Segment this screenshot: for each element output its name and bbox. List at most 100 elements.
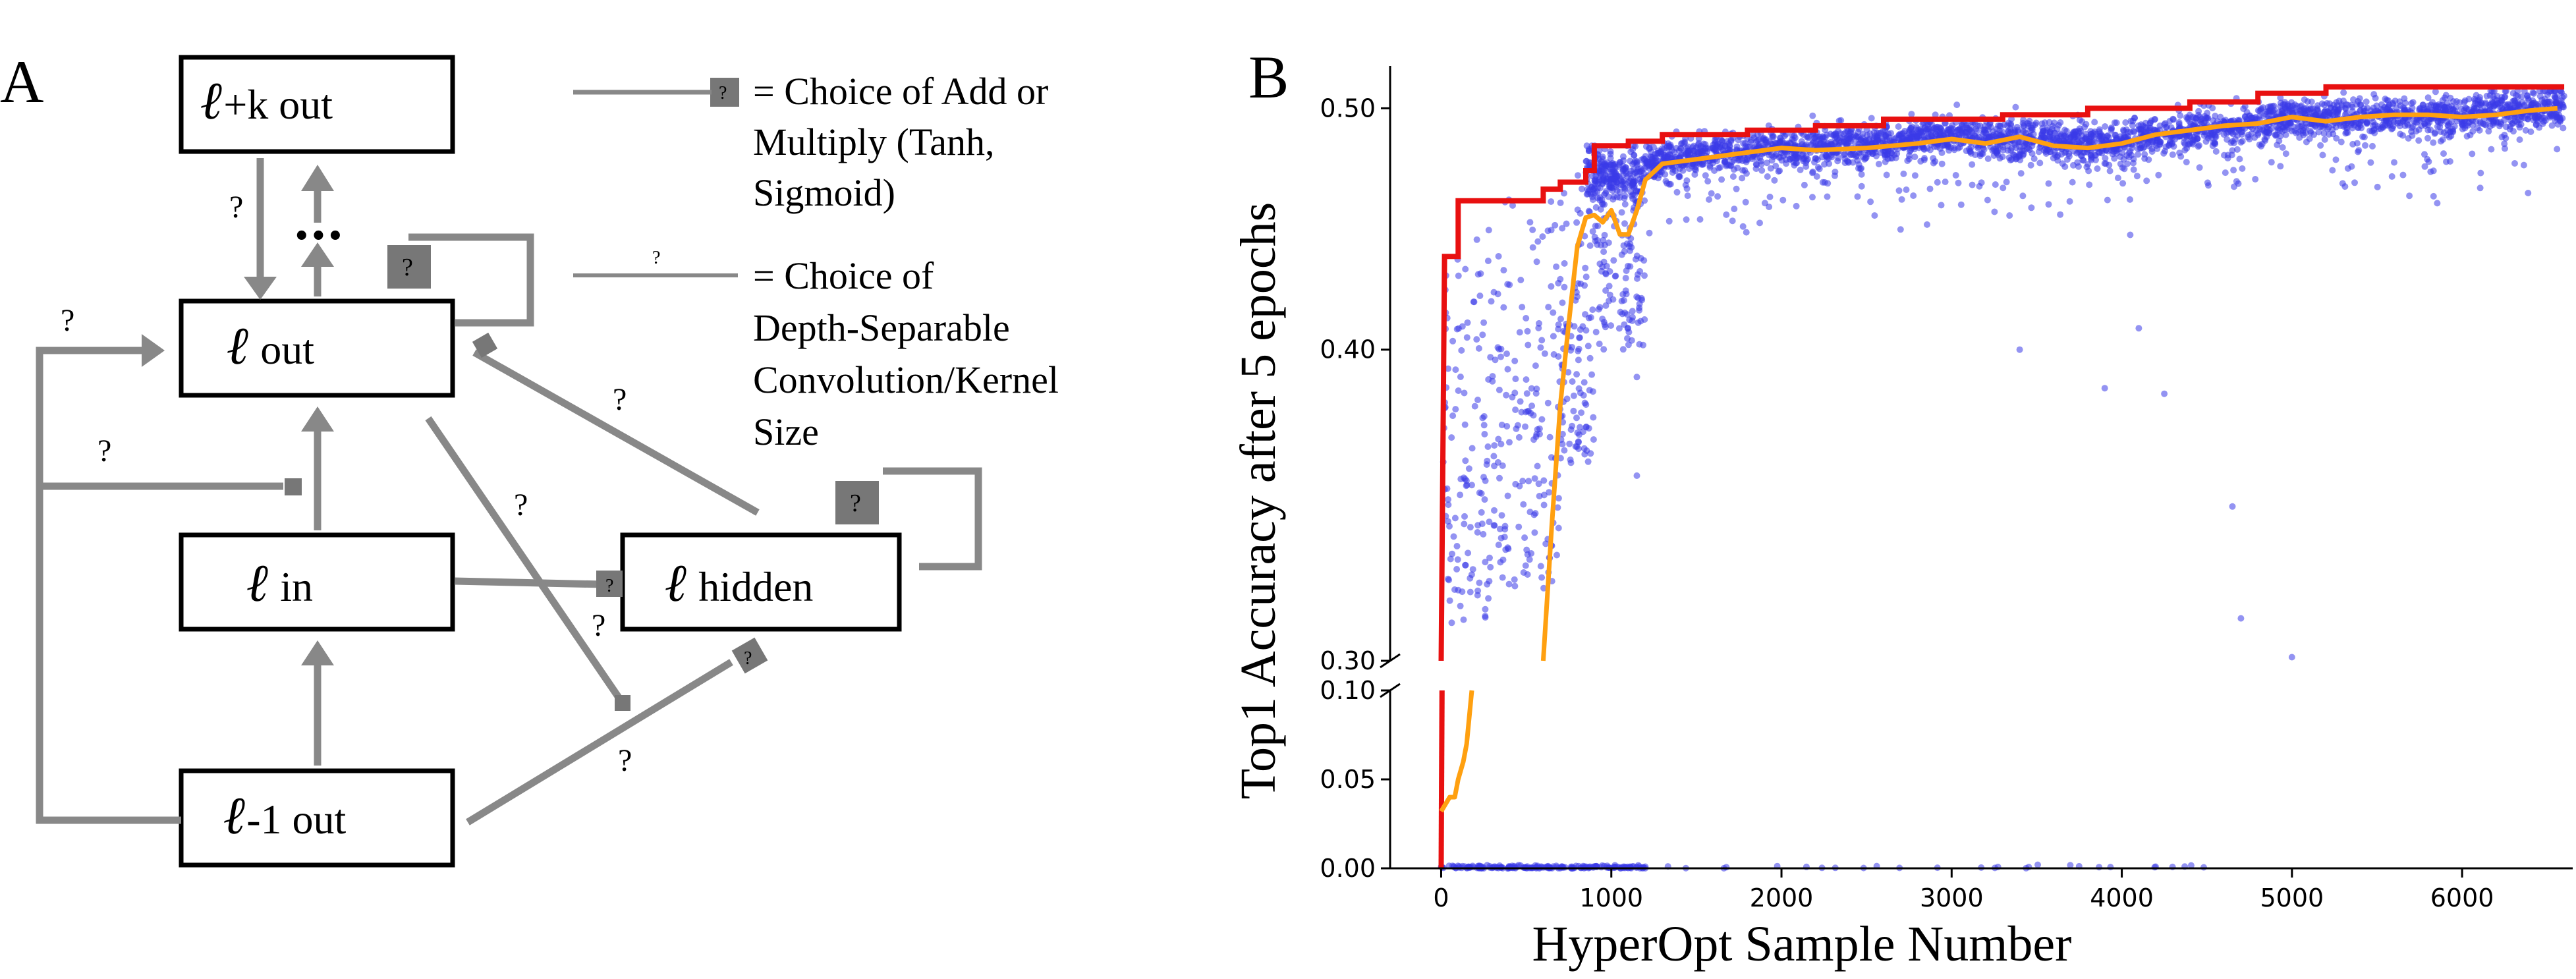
scatter-point: [1741, 167, 1749, 174]
scatter-point: [1898, 134, 1905, 142]
scatter-point: [1932, 111, 1939, 119]
scatter-point: [1976, 122, 1984, 129]
scatter-point: [2251, 134, 2258, 141]
scatter-point: [1924, 221, 1930, 228]
scatter-point: [2307, 106, 2314, 113]
scatter-point: [2106, 167, 2114, 175]
scatter-point: [1618, 251, 1625, 258]
scatter-point: [2382, 96, 2389, 103]
scatter-point: [1585, 314, 1592, 322]
scatter-point: [1661, 155, 1668, 162]
scatter-point: [2448, 132, 2455, 140]
scatter-point: [1951, 146, 1958, 154]
scatter-point: [1554, 504, 1561, 511]
scatter-point: [1511, 576, 1518, 583]
scatter-point: [1559, 225, 1566, 232]
scatter-point: [2035, 148, 2042, 155]
scatter-point: [2075, 163, 2082, 170]
scatter-point: [2536, 93, 2544, 99]
scatter-point: [2000, 184, 2007, 192]
scatter-point: [2361, 134, 2368, 140]
scatter-point: [2236, 117, 2243, 124]
scatter-point: [2096, 133, 2103, 140]
scatter-point: [1766, 204, 1773, 210]
svg-text:?: ?: [98, 434, 111, 468]
scatter-point: [1816, 165, 1823, 173]
scatter-point: [1481, 431, 1488, 437]
scatter-point: [1552, 221, 1559, 229]
scatter-point: [1500, 267, 1507, 274]
scatter-point: [2145, 156, 2152, 163]
scatter-point: [2321, 136, 2328, 143]
scatter-point: [1469, 482, 1475, 489]
scatter-point: [1582, 327, 1590, 334]
scatter-point: [1504, 366, 1511, 373]
scatter-point: [2107, 864, 2114, 871]
scatter-point: [2141, 151, 2148, 158]
scatter-point: [1474, 592, 1481, 599]
scatter-point: [2424, 121, 2432, 128]
scatter-point: [1484, 258, 1492, 264]
scatter-point: [1577, 326, 1584, 333]
scatter-point: [1450, 533, 1457, 540]
scatter-point: [1575, 356, 1582, 364]
scatter-point: [1993, 149, 2000, 156]
scatter-point: [2239, 138, 2246, 145]
scatter-point: [2181, 146, 2189, 154]
scatter-point: [1793, 202, 1800, 210]
scatter-point: [2471, 105, 2478, 112]
scatter-point: [1586, 159, 1593, 166]
scatter-point: [1446, 522, 1453, 530]
scatter-point: [1473, 236, 1480, 243]
scatter-point: [2415, 137, 2422, 144]
scatter-point: [1592, 204, 1600, 211]
scatter-point: [1809, 169, 1816, 177]
scatter-point: [1445, 496, 1451, 503]
scatter-point: [1465, 465, 1472, 472]
scatter-point: [1540, 584, 1547, 592]
scatter-point: [2391, 159, 2397, 166]
scatter-point: [2019, 128, 2027, 135]
scatter-point: [1484, 443, 1492, 450]
scatter-point: [1596, 341, 1603, 347]
scatter-point: [2013, 144, 2020, 152]
scatter-point: [1809, 194, 1816, 201]
scatter-point: [2555, 114, 2562, 121]
scatter-point: [1671, 149, 1678, 155]
scatter-point: [1834, 157, 1841, 165]
scatter-point: [2227, 139, 2235, 146]
scatter-point: [2502, 145, 2508, 152]
scatter-point: [1550, 333, 1557, 340]
scatter-point: [1627, 182, 1634, 190]
scatter-point: [1963, 148, 1970, 154]
scatter-point: [1847, 136, 1855, 143]
scatter-point: [2204, 179, 2211, 186]
scatter-point: [1631, 191, 1638, 198]
scatter-point: [2529, 101, 2536, 108]
scatter-point: [1499, 556, 1507, 563]
scatter-point: [2077, 127, 2085, 134]
scatter-point: [2030, 130, 2037, 138]
scatter-point: [2198, 115, 2205, 123]
scatter-point: [2439, 136, 2446, 143]
scatter-point: [2340, 123, 2347, 130]
scatter-point: [2285, 102, 2293, 109]
scatter-point: [2012, 103, 2019, 111]
scatter-point: [1679, 167, 1687, 174]
diagram-edges: [36, 158, 982, 825]
scatter-point: [2019, 192, 2027, 200]
scatter-point: [1574, 206, 1581, 213]
scatter-point: [1774, 140, 1781, 148]
scatter-point: [2355, 124, 2362, 131]
scatter-point: [1641, 197, 1648, 204]
scatter-point: [2396, 98, 2403, 105]
scatter-point: [2320, 130, 2328, 137]
scatter-point: [2536, 124, 2543, 131]
scatter-point: [1500, 304, 1507, 311]
scatter-point: [2028, 204, 2035, 211]
scatter-point: [1731, 206, 1738, 213]
scatter-point: [1986, 135, 1993, 142]
scatter-point: [1926, 185, 1934, 192]
scatter-point: [1525, 407, 1532, 414]
scatter-point: [1712, 139, 1719, 146]
